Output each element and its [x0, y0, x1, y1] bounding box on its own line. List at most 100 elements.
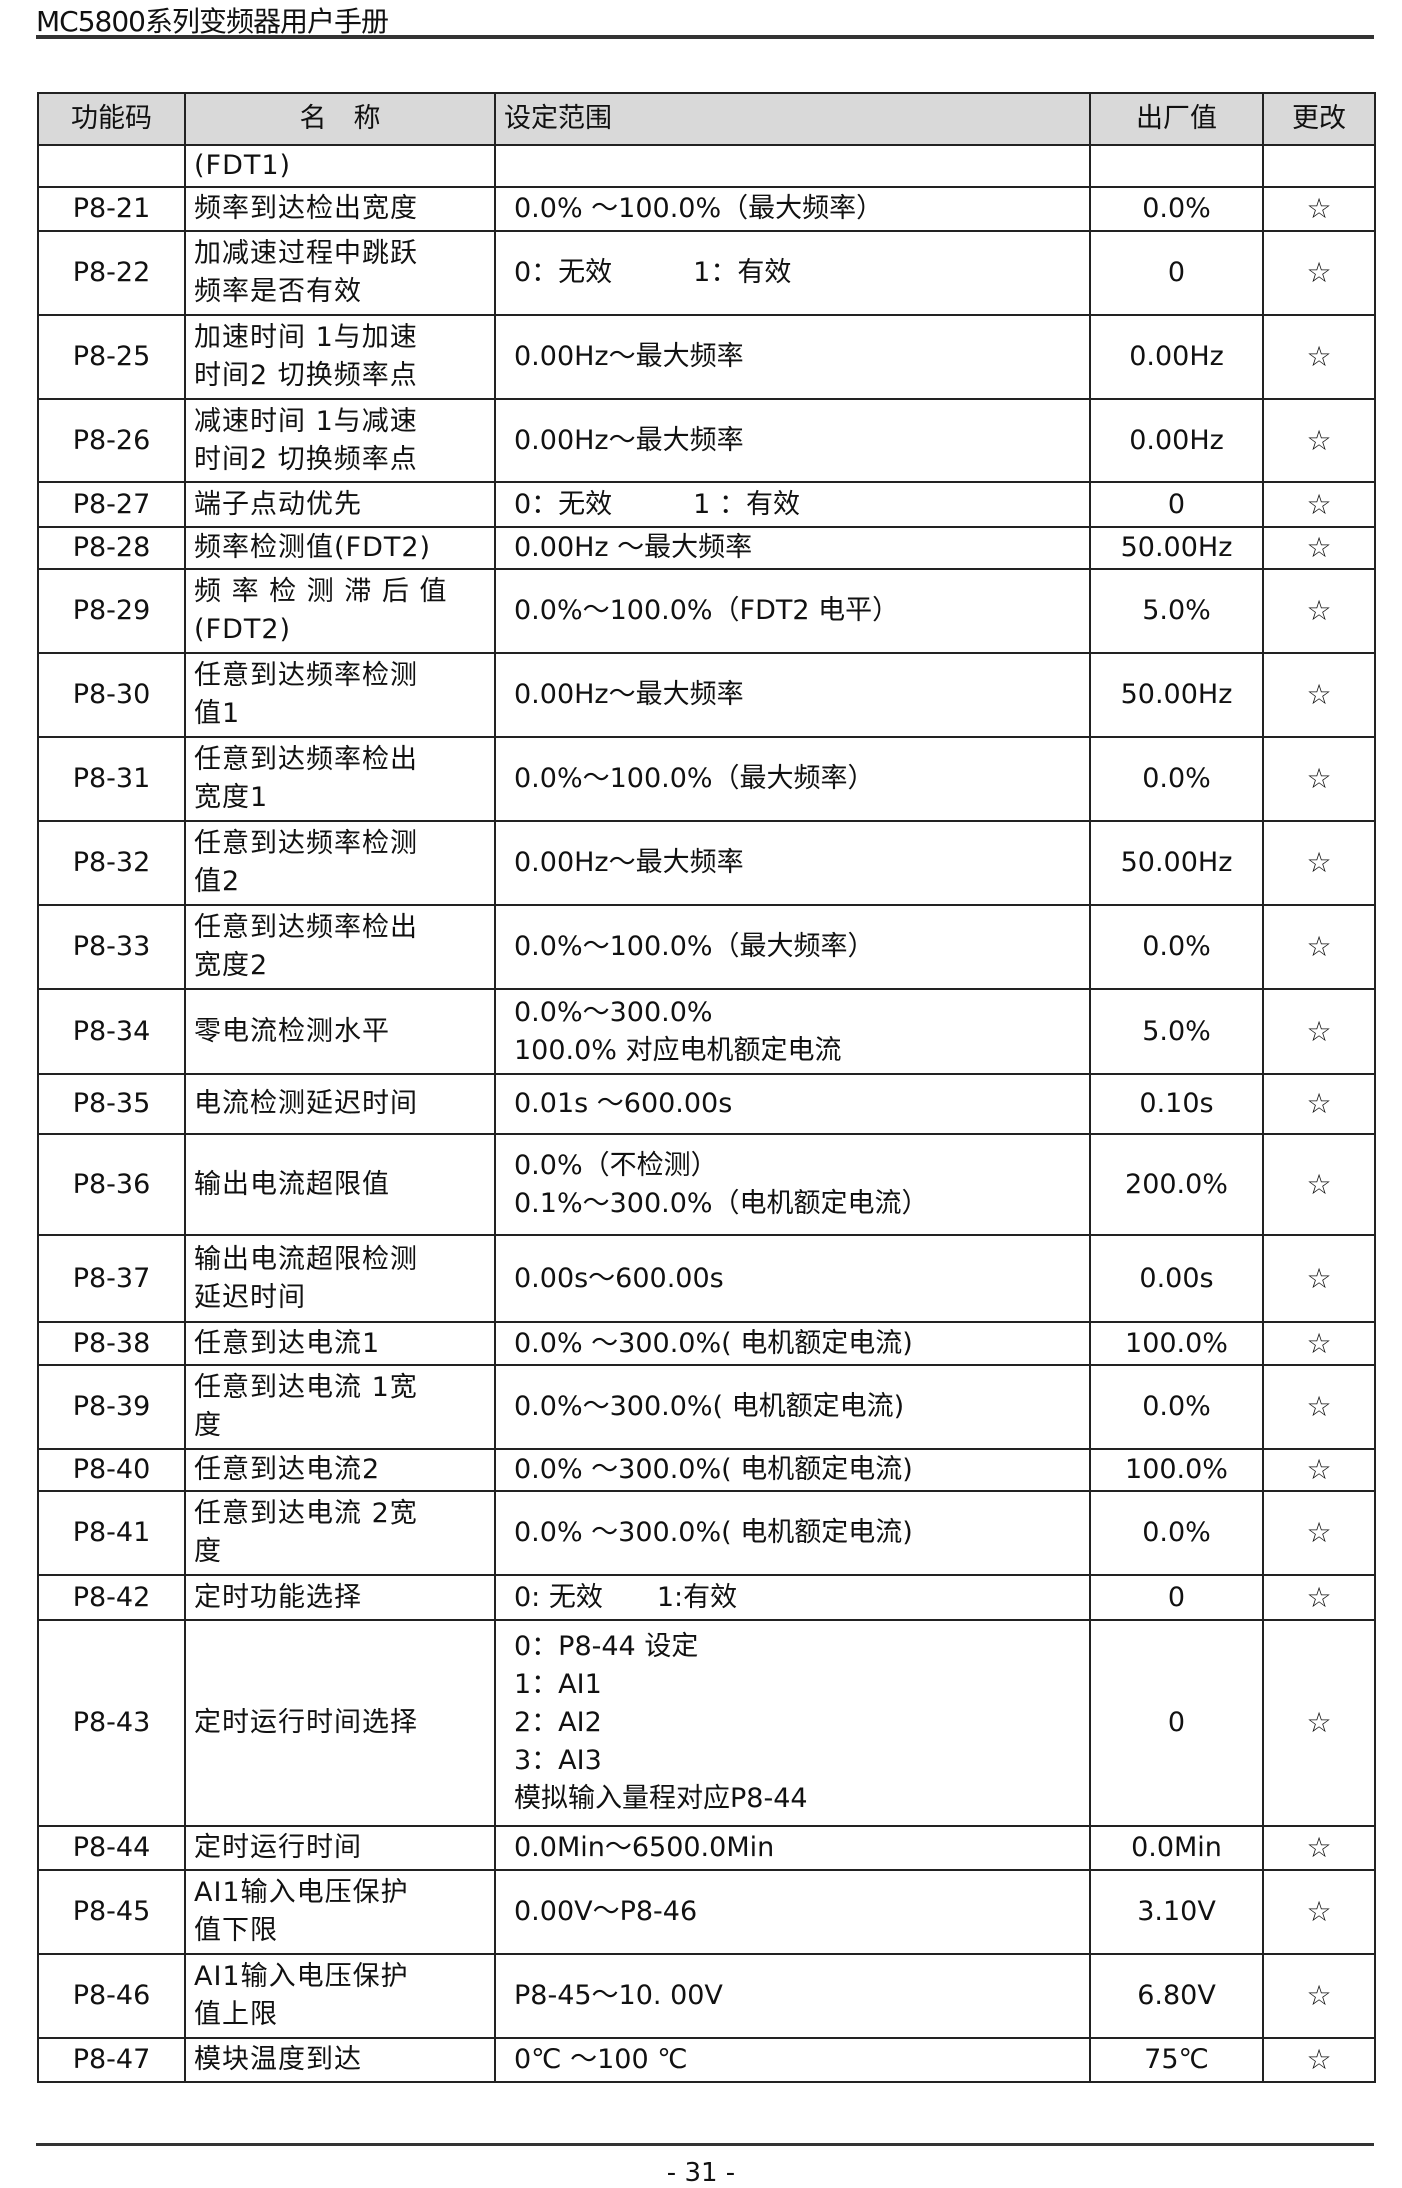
cell-default [1089, 144, 1264, 188]
name-line: 端子点动优先 [194, 488, 362, 520]
name-line: (FDT1) [194, 150, 292, 181]
cell-default: 0.00Hz [1089, 398, 1264, 483]
table-row: P8-43 定时运行时间选择 0：P8-44 设定 1：AI1 2：AI2 3：AI3 模拟… [37, 1619, 1376, 1827]
cell-name: 加速时间 1与加速 时间2 切换频率点 [184, 314, 496, 400]
cell-range: 0.0%～100.0%（FDT2 电平） [494, 568, 1091, 654]
default-text: 50.00Hz [1120, 679, 1233, 710]
cell-change: ☆ [1262, 988, 1376, 1075]
code-text: P8-21 [72, 193, 151, 224]
star-icon: ☆ [1306, 678, 1332, 711]
default-text: 0 [1167, 1581, 1186, 1613]
code-text: P8-29 [72, 595, 151, 626]
range-line: 0.01s ～600.00s [514, 1088, 733, 1119]
cell-default: 0.0% [1089, 1490, 1264, 1576]
cell-code: P8-28 [37, 526, 186, 570]
cell-range: P8-45～10. 00V [494, 1953, 1091, 2039]
cell-change: ☆ [1262, 820, 1376, 906]
default-text: 0.0% [1142, 193, 1211, 224]
star-icon: ☆ [1306, 192, 1332, 225]
name-line: 电流检测延迟时间 [194, 1088, 418, 1119]
name-line: 输出电流超限值 [194, 1168, 390, 1200]
cell-name: 模块温度到达 [184, 2037, 496, 2083]
column-header-range: 设定范围 [494, 92, 1091, 146]
star-icon: ☆ [1306, 487, 1332, 521]
range-line: 0.00Hz～最大频率 [514, 679, 744, 710]
cell-default: 50.00Hz [1089, 526, 1264, 570]
cell-name: 电流检测延迟时间 [184, 1073, 496, 1135]
cell-default: 100.0% [1089, 1448, 1264, 1492]
cell-change: ☆ [1262, 186, 1376, 232]
cell-range: 0.0%～300.0%( 电机额定电流) [494, 1364, 1091, 1450]
default-text: 6.80V [1137, 1980, 1216, 2011]
cell-code [37, 144, 186, 188]
name-line: 任意到达电流 2宽 [194, 1498, 418, 1529]
name-line: 宽度1 [194, 782, 269, 813]
default-text: 50.00Hz [1120, 532, 1233, 563]
cell-range: 0.00Hz～最大频率 [494, 314, 1091, 400]
table-header-row: 功能码 名 称 设定范围 出厂值 更改 [37, 92, 1376, 146]
cell-default: 0.0% [1089, 1364, 1264, 1450]
star-icon: ☆ [1306, 1831, 1332, 1864]
star-icon: ☆ [1306, 846, 1332, 879]
cell-change: ☆ [1262, 230, 1376, 316]
name-line: 模块温度到达 [194, 2044, 362, 2075]
cell-code: P8-35 [37, 1073, 186, 1135]
code-text: P8-26 [72, 424, 151, 456]
default-text: 5.0% [1142, 595, 1211, 626]
range-line: 2：AI2 [514, 1707, 602, 1738]
name-line: 减速时间 1与减速 [194, 405, 418, 437]
name-line: 加减速过程中跳跃 [194, 238, 418, 269]
range-line: 0：无效 1：有效 [514, 257, 792, 288]
cell-name: 减速时间 1与减速 时间2 切换频率点 [184, 398, 496, 483]
cell-default: 3.10V [1089, 1869, 1264, 1955]
name-line: 度 [194, 1536, 222, 1567]
cell-code: P8-41 [37, 1490, 186, 1576]
table-row: P8-29 频 率 检 测 滞 后 值 (FDT2) 0.0%～100.0%（FDT2… [37, 568, 1376, 654]
cell-name: 任意到达电流1 [184, 1321, 496, 1366]
star-icon: ☆ [1306, 930, 1332, 963]
cell-name: 端子点动优先 [184, 481, 496, 528]
column-header-code: 功能码 [37, 92, 186, 146]
range-line: 0.0%（不检测） [514, 1149, 718, 1181]
cell-default: 0.0% [1089, 186, 1264, 232]
cell-name: 任意到达频率检出 宽度2 [184, 904, 496, 990]
cell-default: 5.0% [1089, 988, 1264, 1075]
cell-change: ☆ [1262, 314, 1376, 400]
cell-name: 定时运行时间选择 [184, 1619, 496, 1827]
column-header-default: 出厂值 [1089, 92, 1264, 146]
range-line: 0.00Hz～最大频率 [514, 847, 744, 878]
table-row: P8-36 输出电流超限值 0.0%（不检测） 0.1%～300.0%（电机额定电流）… [37, 1133, 1376, 1236]
star-icon: ☆ [1306, 1895, 1332, 1928]
code-text: P8-42 [72, 1581, 151, 1613]
cell-code: P8-36 [37, 1133, 186, 1236]
code-text: P8-32 [72, 847, 151, 878]
page-number: - 31 - [666, 2158, 736, 2188]
cell-range: 0：无效 1：有效 [494, 230, 1091, 316]
cell-code: P8-29 [37, 568, 186, 654]
cell-default: 0 [1089, 1619, 1264, 1827]
name-line: 输出电流超限检测 [194, 1243, 418, 1275]
cell-code: P8-46 [37, 1953, 186, 2039]
cell-code: P8-32 [37, 820, 186, 906]
cell-code: P8-43 [37, 1619, 186, 1827]
cell-change: ☆ [1262, 398, 1376, 483]
table-row: P8-26 减速时间 1与减速 时间2 切换频率点 0.00Hz～最大频率 0.00Hz… [37, 398, 1376, 483]
name-line: 值2 [194, 866, 241, 897]
cell-default: 0.0% [1089, 736, 1264, 822]
cell-code: P8-30 [37, 652, 186, 738]
default-text: 75℃ [1144, 2044, 1209, 2075]
table-row: P8-30 任意到达频率检测 值1 0.00Hz～最大频率 50.00Hz ☆ [37, 652, 1376, 738]
cell-code: P8-40 [37, 1448, 186, 1492]
range-line: 0: 无效 1:有效 [514, 1581, 738, 1613]
cell-name: 任意到达电流 1宽度 [184, 1364, 496, 1450]
cell-change: ☆ [1262, 1073, 1376, 1135]
range-line: 1：AI1 [514, 1669, 602, 1700]
cell-change: ☆ [1262, 1869, 1376, 1955]
cell-default: 5.0% [1089, 568, 1264, 654]
name-line: 任意到达电流2 [194, 1454, 381, 1485]
cell-default: 0 [1089, 481, 1264, 528]
table-row: P8-45 AI1输入电压保护 值下限 0.00V～P8-46 3.10V ☆ [37, 1869, 1376, 1955]
range-line: 0.00V～P8-46 [514, 1896, 698, 1927]
table-row: (FDT1) [37, 144, 1376, 188]
cell-range: 0.0% ～300.0%( 电机额定电流) [494, 1321, 1091, 1366]
